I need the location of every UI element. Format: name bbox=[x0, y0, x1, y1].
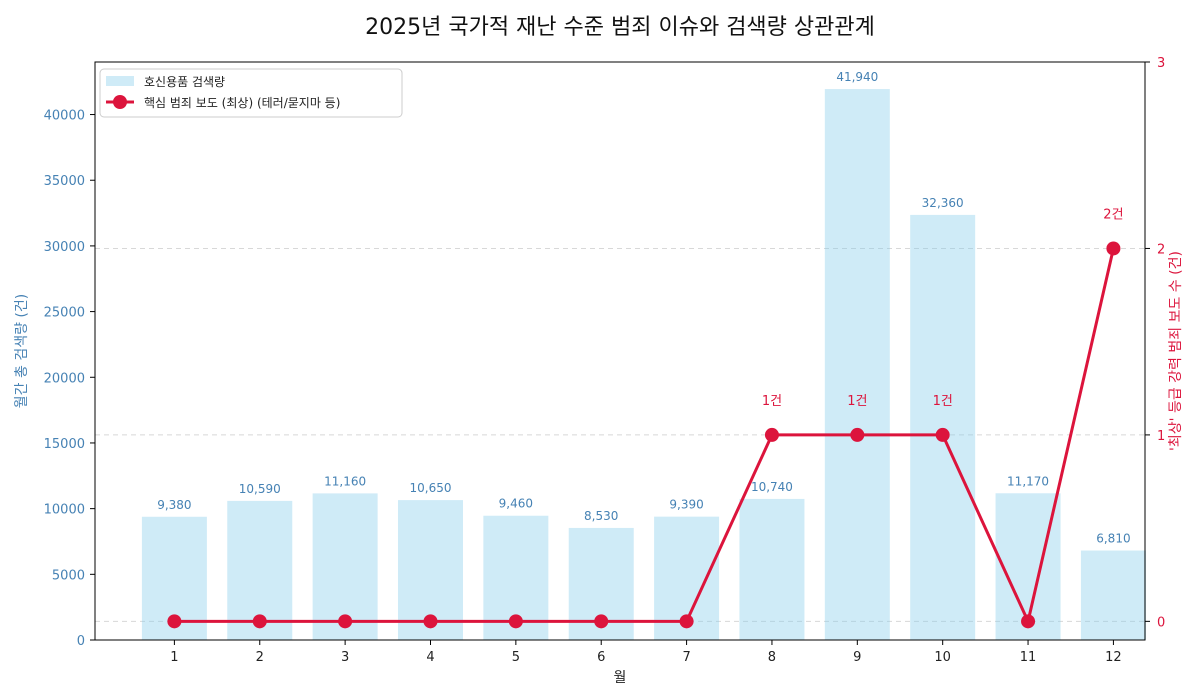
line-point-2 bbox=[252, 614, 267, 629]
bar-value-label-10: 32,360 bbox=[922, 196, 964, 210]
legend-swatch-bar bbox=[106, 76, 134, 86]
y-left-tick-label-0: 0 bbox=[77, 634, 85, 649]
bar-value-label-6: 8,530 bbox=[584, 509, 618, 523]
bar-value-label-8: 10,740 bbox=[751, 480, 793, 494]
x-tick-label-5: 5 bbox=[512, 650, 520, 665]
x-tick-label-11: 11 bbox=[1020, 650, 1037, 665]
legend-label-line: 핵심 범죄 보도 (최상) (테러/묻지마 등) bbox=[144, 96, 340, 110]
bar-value-label-9: 41,940 bbox=[836, 70, 878, 84]
line-value-label-8: 1건 bbox=[762, 394, 782, 409]
line-point-3 bbox=[338, 614, 353, 629]
bar-10 bbox=[910, 214, 976, 640]
line-point-7 bbox=[679, 614, 694, 629]
bar-9 bbox=[824, 89, 890, 640]
line-point-10 bbox=[935, 427, 950, 442]
legend-swatch-marker bbox=[113, 95, 127, 109]
line-series-crime-reports bbox=[174, 248, 1115, 623]
line-point-6 bbox=[594, 614, 609, 629]
line-point-11 bbox=[1021, 614, 1036, 629]
x-tick-label-8: 8 bbox=[768, 650, 776, 665]
x-tick-label-1: 1 bbox=[170, 650, 178, 665]
y-left-tick-label-4: 20000 bbox=[44, 371, 85, 386]
x-tick-label-9: 9 bbox=[853, 650, 861, 665]
bar-value-label-11: 11,170 bbox=[1007, 474, 1049, 488]
line-point-5 bbox=[508, 614, 523, 629]
y-right-tick-label-3: 3 bbox=[1157, 56, 1165, 71]
line-value-label-10: 1건 bbox=[933, 394, 953, 409]
y-left-tick-label-5: 25000 bbox=[44, 306, 85, 321]
bar-value-label-5: 9,460 bbox=[499, 497, 533, 511]
line-value-label-12: 2건 bbox=[1103, 207, 1123, 222]
legend-label-bar: 호신용품 검색량 bbox=[144, 75, 225, 89]
bar-value-label-12: 6,810 bbox=[1096, 532, 1130, 546]
y-left-tick-label-6: 30000 bbox=[44, 240, 85, 255]
line-value-label-9: 1건 bbox=[847, 394, 867, 409]
x-axis-label: 월 bbox=[614, 670, 627, 686]
x-tick-label-12: 12 bbox=[1105, 650, 1122, 665]
y-left-tick-label-7: 35000 bbox=[44, 174, 85, 189]
legend-box bbox=[99, 68, 403, 118]
chart-title: 2025년 국가적 재난 수준 범죄 이슈와 검색량 상관관계 bbox=[365, 15, 875, 40]
x-tick-label-6: 6 bbox=[597, 650, 605, 665]
bar-value-label-4: 10,650 bbox=[409, 481, 451, 495]
plot-frame bbox=[94, 61, 1146, 641]
bar-value-label-3: 11,160 bbox=[324, 474, 366, 488]
line-point-12 bbox=[1106, 241, 1121, 256]
x-tick-label-7: 7 bbox=[682, 650, 690, 665]
x-tick-label-3: 3 bbox=[341, 650, 349, 665]
bar-value-label-1: 9,380 bbox=[157, 498, 191, 512]
y-left-tick-label-8: 40000 bbox=[44, 109, 85, 124]
y-left-tick-label-3: 15000 bbox=[44, 437, 85, 452]
y-right-tick-label-0: 0 bbox=[1157, 615, 1165, 630]
x-tick-label-4: 4 bbox=[426, 650, 434, 665]
line-point-8 bbox=[764, 427, 779, 442]
bar-value-label-2: 10,590 bbox=[239, 482, 281, 496]
line-point-9 bbox=[850, 427, 865, 442]
y-right-tick-label-1: 1 bbox=[1157, 429, 1165, 444]
line-point-4 bbox=[423, 614, 438, 629]
bar-12 bbox=[1080, 550, 1146, 640]
bar-value-label-7: 9,390 bbox=[669, 498, 703, 512]
bar-8 bbox=[739, 498, 805, 640]
y-right-axis-label: '최상' 등급 강력 범죄 보도 수 (건) bbox=[1168, 251, 1184, 451]
x-tick-label-10: 10 bbox=[934, 650, 951, 665]
line-point-1 bbox=[167, 614, 182, 629]
x-tick-label-2: 2 bbox=[256, 650, 264, 665]
y-right-tick-label-2: 2 bbox=[1157, 242, 1165, 257]
y-left-tick-label-1: 5000 bbox=[52, 568, 85, 583]
y-left-axis-label: 월간 총 검색량 (건) bbox=[14, 294, 30, 408]
y-left-tick-label-2: 10000 bbox=[44, 503, 85, 518]
